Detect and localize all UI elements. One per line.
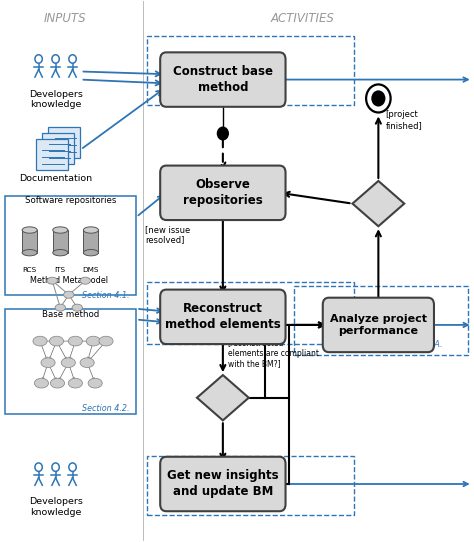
Text: Section 4.1.: Section 4.1. [82,291,129,300]
Text: Reconstruct
method elements: Reconstruct method elements [165,302,281,331]
Ellipse shape [55,304,65,311]
Ellipse shape [68,336,82,346]
Ellipse shape [53,227,68,233]
Text: Appendix A.: Appendix A. [395,340,443,349]
FancyBboxPatch shape [48,127,80,158]
Ellipse shape [83,249,99,256]
Bar [53,230,68,253]
Text: INPUTS: INPUTS [44,12,86,25]
Ellipse shape [41,358,55,367]
Ellipse shape [49,336,64,346]
Text: ITS: ITS [55,267,66,273]
Ellipse shape [72,304,82,311]
Ellipse shape [22,249,37,256]
Text: Construct base
method: Construct base method [173,65,273,94]
Text: Developers
knowledge: Developers knowledge [28,498,82,517]
FancyBboxPatch shape [160,166,285,220]
Text: [new issue
resolved]: [new issue resolved] [145,224,191,244]
Polygon shape [353,181,404,226]
Ellipse shape [80,277,91,284]
FancyBboxPatch shape [42,133,74,164]
Text: Get new insights
and update BM: Get new insights and update BM [167,469,279,499]
Ellipse shape [53,249,68,256]
Text: Documentation: Documentation [19,174,92,183]
FancyBboxPatch shape [160,289,285,344]
Ellipse shape [99,336,113,346]
Ellipse shape [64,291,74,298]
Ellipse shape [88,378,102,388]
Text: Base method: Base method [42,309,99,319]
Ellipse shape [83,227,99,233]
Ellipse shape [47,277,57,284]
Ellipse shape [22,227,37,233]
Text: [reconstructed
elements are compliant
with the BM?]: [reconstructed elements are compliant wi… [228,338,319,368]
Ellipse shape [86,336,100,346]
Text: RCS: RCS [23,267,37,273]
FancyBboxPatch shape [160,457,285,511]
Text: Analyze project
performance: Analyze project performance [330,314,427,336]
Text: Section 4.2.: Section 4.2. [227,91,274,100]
Circle shape [371,91,385,107]
Ellipse shape [35,378,48,388]
Text: Method Metamodel: Method Metamodel [30,276,108,285]
Text: Observe
repositories: Observe repositories [183,178,263,207]
Text: Developers
knowledge: Developers knowledge [28,90,82,109]
Ellipse shape [33,336,47,346]
FancyBboxPatch shape [36,139,68,170]
Ellipse shape [50,378,64,388]
Ellipse shape [68,378,82,388]
Ellipse shape [80,358,94,367]
Text: ACTIVITIES: ACTIVITIES [271,12,335,25]
Circle shape [217,126,229,140]
FancyBboxPatch shape [5,196,136,295]
FancyBboxPatch shape [323,298,434,352]
FancyBboxPatch shape [160,53,285,107]
Polygon shape [197,375,249,421]
Bar [22,230,37,253]
Circle shape [366,85,391,113]
FancyBboxPatch shape [5,309,136,414]
Text: [project
finished]: [project finished] [385,111,422,130]
Text: Section 4.2.: Section 4.2. [82,404,129,413]
Text: Software repositories: Software repositories [25,196,116,205]
Ellipse shape [61,358,75,367]
Text: Section 4.3.: Section 4.3. [227,500,274,509]
Bar [83,230,99,253]
Text: DMS: DMS [82,267,99,273]
